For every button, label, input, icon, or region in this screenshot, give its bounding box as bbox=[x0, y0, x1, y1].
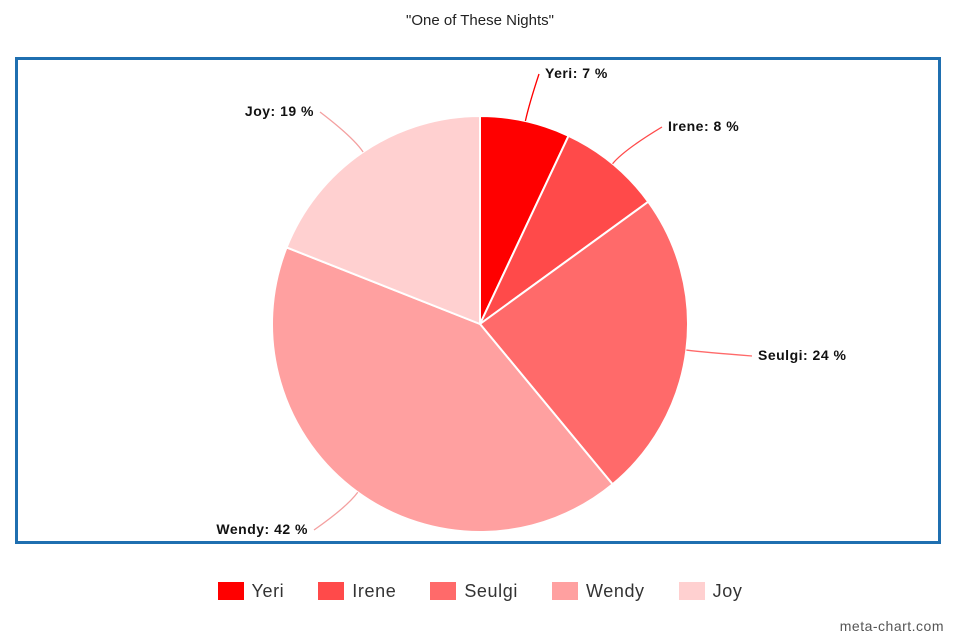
legend-swatch-joy bbox=[678, 582, 705, 600]
legend-swatch-wendy bbox=[551, 582, 578, 600]
legend-label-seulgi: Seulgi bbox=[464, 580, 518, 601]
pie-slice-joy bbox=[285, 114, 481, 326]
slice-label-joy: Joy: 19 % bbox=[245, 103, 314, 119]
slice-label-yeri: Yeri: 7 % bbox=[545, 65, 608, 81]
credit-text: meta-chart.com bbox=[839, 618, 944, 634]
legend-item-wendy: Wendy bbox=[551, 580, 645, 602]
slice-label-wendy: Wendy: 42 % bbox=[216, 521, 308, 537]
legend: Yeri Irene Seulgi Wendy Joy bbox=[0, 578, 960, 604]
legend-label-joy: Joy bbox=[712, 580, 743, 601]
slice-label-irene: Irene: 8 % bbox=[668, 118, 739, 134]
legend-item-joy: Joy bbox=[678, 580, 743, 602]
legend-label-irene: Irene bbox=[352, 580, 397, 601]
legend-label-wendy: Wendy bbox=[585, 580, 645, 601]
legend-item-irene: Irene bbox=[318, 581, 396, 602]
leader-line-irene bbox=[612, 126, 663, 165]
legend-swatch-seulgi bbox=[430, 582, 457, 600]
legend-item-seulgi: Seulgi bbox=[430, 581, 518, 602]
pie-slice-irene bbox=[479, 134, 650, 325]
leader-line-joy bbox=[319, 111, 364, 153]
legend-swatch-yeri bbox=[217, 582, 244, 600]
leader-line-seulgi bbox=[686, 349, 753, 357]
leader-line-wendy bbox=[313, 491, 359, 531]
slice-label-seulgi: Seulgi: 24 % bbox=[758, 347, 847, 363]
legend-label-yeri: Yeri bbox=[251, 580, 285, 601]
leader-line-yeri bbox=[524, 73, 540, 122]
legend-item-yeri: Yeri bbox=[217, 580, 285, 602]
pie-slice-seulgi bbox=[478, 200, 689, 486]
chart-title: "One of These Nights" bbox=[406, 12, 554, 29]
legend-swatch-irene bbox=[318, 582, 345, 600]
